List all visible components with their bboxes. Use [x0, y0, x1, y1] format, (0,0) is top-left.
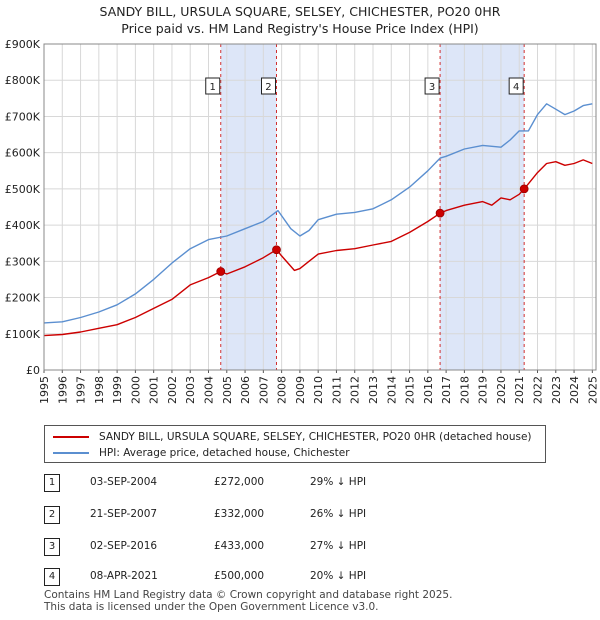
sale-row: 4 08-APR-2021 £500,000 20% ↓ HPI	[44, 568, 444, 586]
property-price-line	[43, 159, 593, 337]
sale-price: £272,000	[214, 476, 265, 488]
sale-row: 2 21-SEP-2007 £332,000 26% ↓ HPI	[44, 506, 444, 524]
x-tick-label: 1997	[75, 376, 88, 404]
sale-price: £332,000	[214, 508, 265, 520]
shaded-period	[220, 44, 277, 370]
x-tick-label: 2019	[477, 376, 490, 404]
legend-swatch-property	[53, 436, 89, 438]
x-tick-label: 2021	[513, 376, 526, 404]
y-tick-label: £400K	[5, 219, 41, 232]
x-tick-label: 2023	[550, 376, 563, 404]
chart-subtitle: Price paid vs. HM Land Registry's House …	[121, 21, 479, 36]
y-tick-label: £800K	[5, 74, 41, 87]
y-tick-label: £200K	[5, 292, 41, 305]
sale-hpi-diff: 29% ↓ HPI	[310, 476, 367, 488]
plot-frame	[43, 43, 597, 371]
sale-number: 1	[44, 474, 60, 492]
y-tick-label: £500K	[5, 183, 41, 196]
sale-number-box	[205, 77, 221, 95]
x-tick-label: 2015	[404, 376, 417, 404]
sale-date: 21-SEP-2007	[90, 508, 158, 520]
sale-date: 02-SEP-2016	[90, 540, 158, 552]
chart-legend: SANDY BILL, URSULA SQUARE, SELSEY, CHICH…	[44, 425, 546, 463]
sale-row: 3 02-SEP-2016 £433,000 27% ↓ HPI	[44, 538, 444, 556]
sale-price: £500,000	[214, 570, 265, 582]
sale-hpi-diff: 26% ↓ HPI	[310, 508, 367, 520]
x-tick-label: 2011	[330, 376, 343, 404]
sale-price: £433,000	[214, 540, 265, 552]
sale-row: 1 03-SEP-2004 £272,000 29% ↓ HPI	[44, 474, 444, 492]
sale-number: 2	[44, 506, 60, 524]
x-tick-label: 2016	[422, 376, 435, 404]
y-tick-label: £900K	[5, 38, 41, 51]
price-chart: 1 2 3 4 £0 £100K £200K £300K £400K £500K £600K £70…	[5, 38, 600, 404]
legend-item-hpi: HPI: Average price, detached house, Chic…	[53, 446, 350, 460]
x-tick-label: 2018	[458, 376, 471, 404]
x-tick-label: 2005	[221, 376, 234, 404]
x-tick-label: 2008	[276, 376, 289, 404]
y-tick-label: £300K	[5, 255, 41, 268]
x-tick-label: 1998	[93, 376, 106, 404]
x-tick-label: 2024	[568, 376, 581, 404]
sale-date: 08-APR-2021	[90, 570, 158, 582]
chart-title: SANDY BILL, URSULA SQUARE, SELSEY, CHICH…	[99, 4, 501, 19]
x-tick-label: 2009	[294, 376, 307, 404]
sale-hpi-diff: 27% ↓ HPI	[310, 540, 367, 552]
x-tick-label: 2020	[495, 376, 508, 404]
footer-license: This data is licensed under the Open Gov…	[44, 601, 379, 613]
sale-number-box	[508, 77, 524, 95]
x-tick-label: 2013	[367, 376, 380, 404]
x-tick-label: 2025	[586, 376, 599, 404]
y-tick-label: £600K	[5, 147, 41, 160]
x-tick-label: 2017	[440, 376, 453, 404]
x-tick-label: 2007	[257, 376, 270, 404]
y-tick-label: £100K	[5, 328, 41, 341]
sale-marker	[435, 208, 445, 218]
sale-marker	[216, 267, 226, 276]
x-tick-label: 2006	[239, 376, 252, 404]
x-tick-label: 2001	[148, 376, 161, 404]
x-tick-label: 2003	[184, 376, 197, 404]
shaded-period	[440, 44, 525, 370]
sale-number-box	[424, 77, 440, 95]
sale-number-label: 4	[513, 82, 519, 93]
x-tick-label: 2022	[532, 376, 545, 404]
legend-item-property: SANDY BILL, URSULA SQUARE, SELSEY, CHICH…	[53, 430, 532, 444]
sale-number-label: 3	[429, 82, 435, 93]
x-tick-label: 1999	[111, 376, 124, 404]
footer-copyright: Contains HM Land Registry data © Crown c…	[44, 589, 453, 601]
hpi-line	[43, 103, 593, 324]
y-tick-label: £0	[26, 364, 40, 377]
x-tick-label: 2012	[349, 376, 362, 404]
x-tick-label: 2014	[385, 376, 398, 404]
x-tick-label: 2004	[203, 376, 216, 404]
sale-number: 4	[44, 568, 60, 586]
sale-marker	[272, 245, 281, 255]
sale-number: 3	[44, 538, 60, 556]
sale-date: 03-SEP-2004	[90, 476, 158, 488]
legend-label-hpi: HPI: Average price, detached house, Chic…	[99, 447, 350, 459]
sale-marker	[519, 184, 529, 194]
legend-swatch-hpi	[53, 452, 89, 454]
x-tick-label: 2002	[166, 376, 179, 404]
x-tick-label: 2000	[129, 376, 142, 404]
sale-number-label: 2	[265, 82, 271, 93]
sale-hpi-diff: 20% ↓ HPI	[310, 570, 367, 582]
legend-label-property: SANDY BILL, URSULA SQUARE, SELSEY, CHICH…	[99, 431, 532, 443]
x-tick-label: 1995	[38, 376, 51, 404]
sale-number-box	[260, 77, 276, 95]
x-tick-label: 2010	[312, 376, 325, 404]
y-tick-label: £700K	[5, 110, 41, 123]
sale-number-label: 1	[210, 82, 216, 93]
x-tick-label: 1996	[56, 376, 69, 404]
